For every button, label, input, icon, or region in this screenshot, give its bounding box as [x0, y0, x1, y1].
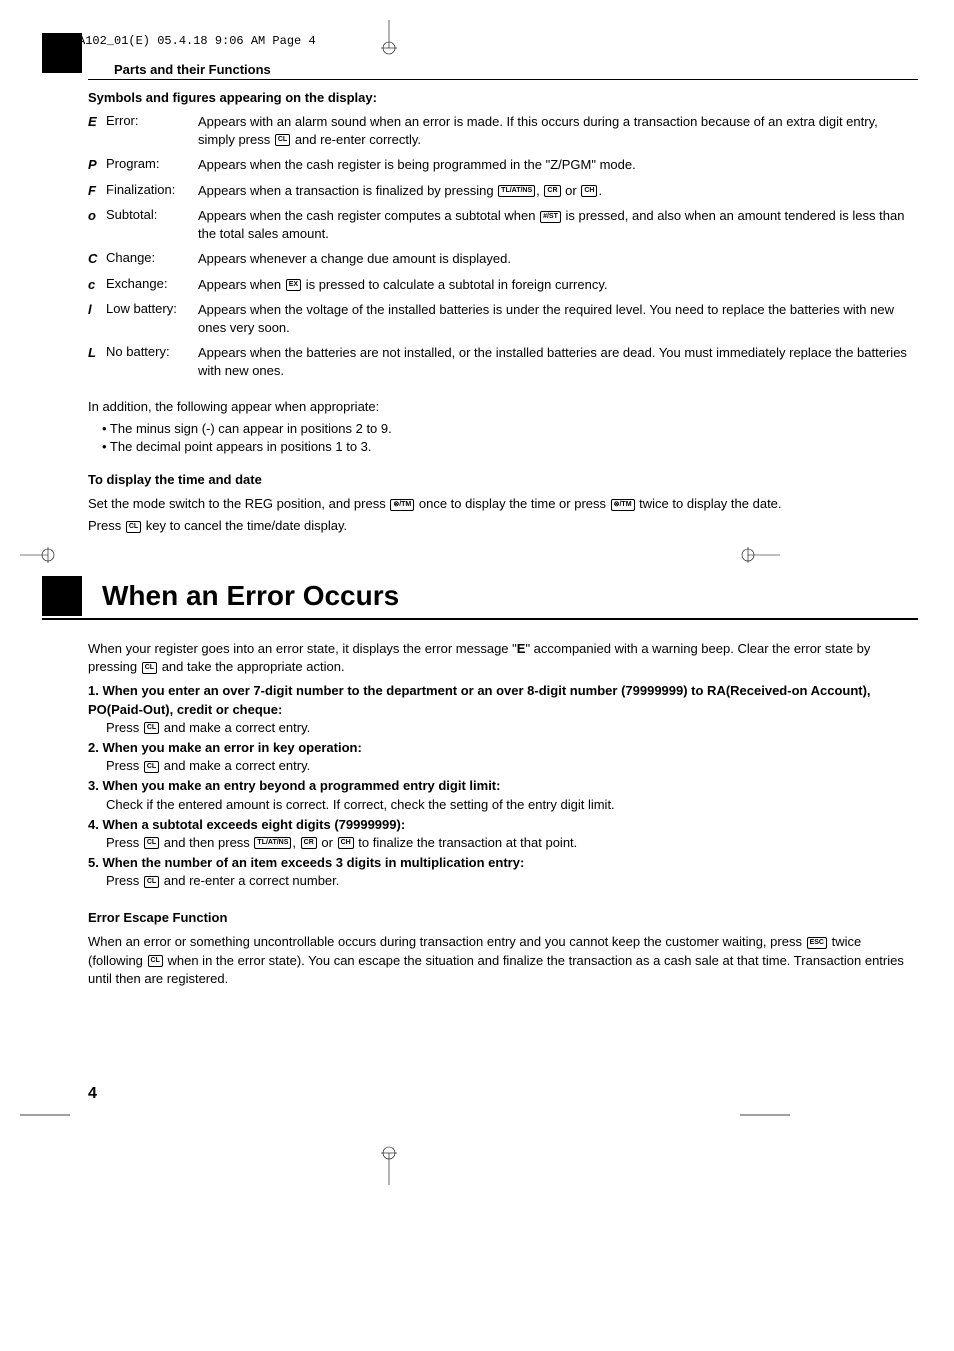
- addendum-intro: In addition, the following appear when a…: [88, 398, 918, 416]
- key-icon: EX: [286, 279, 301, 291]
- symbol-label: Finalization:: [106, 182, 198, 208]
- key-xtm-icon: ⊗/TM: [611, 499, 635, 511]
- error-case-heading: 5. When the number of an item exceeds 3 …: [88, 854, 918, 872]
- key-icon: CH: [581, 185, 597, 197]
- key-xtm-icon: ⊗/TM: [390, 499, 414, 511]
- display-glyph-icon: c: [88, 276, 106, 302]
- error-case-heading: 2. When you make an error in key operati…: [88, 739, 918, 757]
- key-icon: CL: [144, 722, 159, 734]
- display-glyph-icon: C: [88, 250, 106, 276]
- symbol-label: Low battery:: [106, 301, 198, 344]
- error-case-item: 4. When a subtotal exceeds eight digits …: [88, 816, 918, 852]
- symbol-description: Appears when the cash register is being …: [198, 156, 918, 182]
- symbol-label: Subtotal:: [106, 207, 198, 250]
- symbol-description: Appears when the voltage of the installe…: [198, 301, 918, 344]
- error-case-item: 1. When you enter an over 7-digit number…: [88, 682, 918, 737]
- bullet-item: • The minus sign (-) can appear in posit…: [102, 420, 918, 438]
- symbol-label: No battery:: [106, 344, 198, 387]
- error-case-item: 5. When the number of an item exceeds 3 …: [88, 854, 918, 890]
- symbol-description: Appears when the cash register computes …: [198, 207, 918, 250]
- display-glyph-icon: E: [88, 113, 106, 156]
- slug-line: A102_01(E) 05.4.18 9:06 AM Page 4: [78, 34, 316, 48]
- crop-line-icon: [740, 1105, 790, 1120]
- display-glyph-icon: F: [88, 182, 106, 208]
- key-icon: CR: [301, 837, 317, 849]
- symbol-description: Appears when a transaction is finalized …: [198, 182, 918, 208]
- display-glyph-icon: l: [88, 301, 106, 344]
- key-cl-icon: CL: [148, 955, 163, 967]
- error-case-body: Press CL and re-enter a correct number.: [88, 872, 918, 890]
- timedate-body: Set the mode switch to the REG position,…: [88, 495, 918, 513]
- symbols-definition-list: EError:Appears with an alarm sound when …: [88, 113, 918, 388]
- key-icon: CL: [144, 837, 159, 849]
- escape-heading: Error Escape Function: [88, 910, 918, 925]
- registration-mark-icon: [374, 1145, 404, 1188]
- error-case-body: Press CL and make a correct entry.: [88, 757, 918, 775]
- display-glyph-icon: o: [88, 207, 106, 250]
- error-case-body: Press CL and make a correct entry.: [88, 719, 918, 737]
- key-cl-icon: CL: [126, 521, 141, 533]
- symbol-label: Change:: [106, 250, 198, 276]
- symbol-label: Exchange:: [106, 276, 198, 302]
- key-icon: CL: [144, 876, 159, 888]
- display-glyph-icon: L: [88, 344, 106, 387]
- error-case-heading: 1. When you enter an over 7-digit number…: [88, 682, 918, 718]
- error-case-list: 1. When you enter an over 7-digit number…: [88, 682, 918, 890]
- bullet-item: • The decimal point appears in positions…: [102, 438, 918, 456]
- display-glyph-icon: P: [88, 156, 106, 182]
- crop-line-icon: [20, 1105, 70, 1120]
- error-case-heading: 4. When a subtotal exceeds eight digits …: [88, 816, 918, 834]
- error-section-heading: When an Error Occurs: [42, 576, 918, 620]
- error-case-heading: 3. When you make an entry beyond a progr…: [88, 777, 918, 795]
- key-icon: CL: [275, 134, 290, 146]
- error-intro: When your register goes into an error st…: [88, 640, 918, 676]
- key-icon: #/ST: [540, 211, 561, 223]
- section-marker-tab: [42, 33, 82, 73]
- key-esc-icon: ESC: [807, 937, 827, 949]
- key-icon: TL/AT/NS: [254, 837, 291, 849]
- error-case-item: 2. When you make an error in key operati…: [88, 739, 918, 775]
- symbol-label: Program:: [106, 156, 198, 182]
- error-case-body: Press CL and then press TL/AT/NS, CR or …: [88, 834, 918, 852]
- addendum-bullets: • The minus sign (-) can appear in posit…: [102, 420, 918, 456]
- registration-mark-icon: [740, 540, 780, 573]
- section-marker-tab: [42, 576, 82, 616]
- key-cl-icon: CL: [142, 662, 157, 674]
- symbol-description: Appears with an alarm sound when an erro…: [198, 113, 918, 156]
- section-header: Parts and their Functions: [88, 62, 918, 80]
- escape-body: When an error or something uncontrollabl…: [88, 933, 918, 988]
- symbol-description: Appears when EX is pressed to calculate …: [198, 276, 918, 302]
- key-icon: CL: [144, 761, 159, 773]
- symbols-heading: Symbols and figures appearing on the dis…: [88, 90, 918, 105]
- symbol-description: Appears when the batteries are not insta…: [198, 344, 918, 387]
- error-case-body: Check if the entered amount is correct. …: [88, 796, 918, 814]
- key-icon: CR: [544, 185, 560, 197]
- page-number: 4: [88, 1085, 97, 1103]
- registration-mark-icon: [20, 540, 60, 573]
- error-case-item: 3. When you make an entry beyond a progr…: [88, 777, 918, 813]
- key-icon: TL/AT/NS: [498, 185, 535, 197]
- registration-mark-icon: [374, 20, 404, 63]
- timedate-heading: To display the time and date: [88, 472, 918, 487]
- symbol-description: Appears whenever a change due amount is …: [198, 250, 918, 276]
- symbol-label: Error:: [106, 113, 198, 156]
- key-icon: CH: [338, 837, 354, 849]
- timedate-cancel: Press CL key to cancel the time/date dis…: [88, 517, 918, 535]
